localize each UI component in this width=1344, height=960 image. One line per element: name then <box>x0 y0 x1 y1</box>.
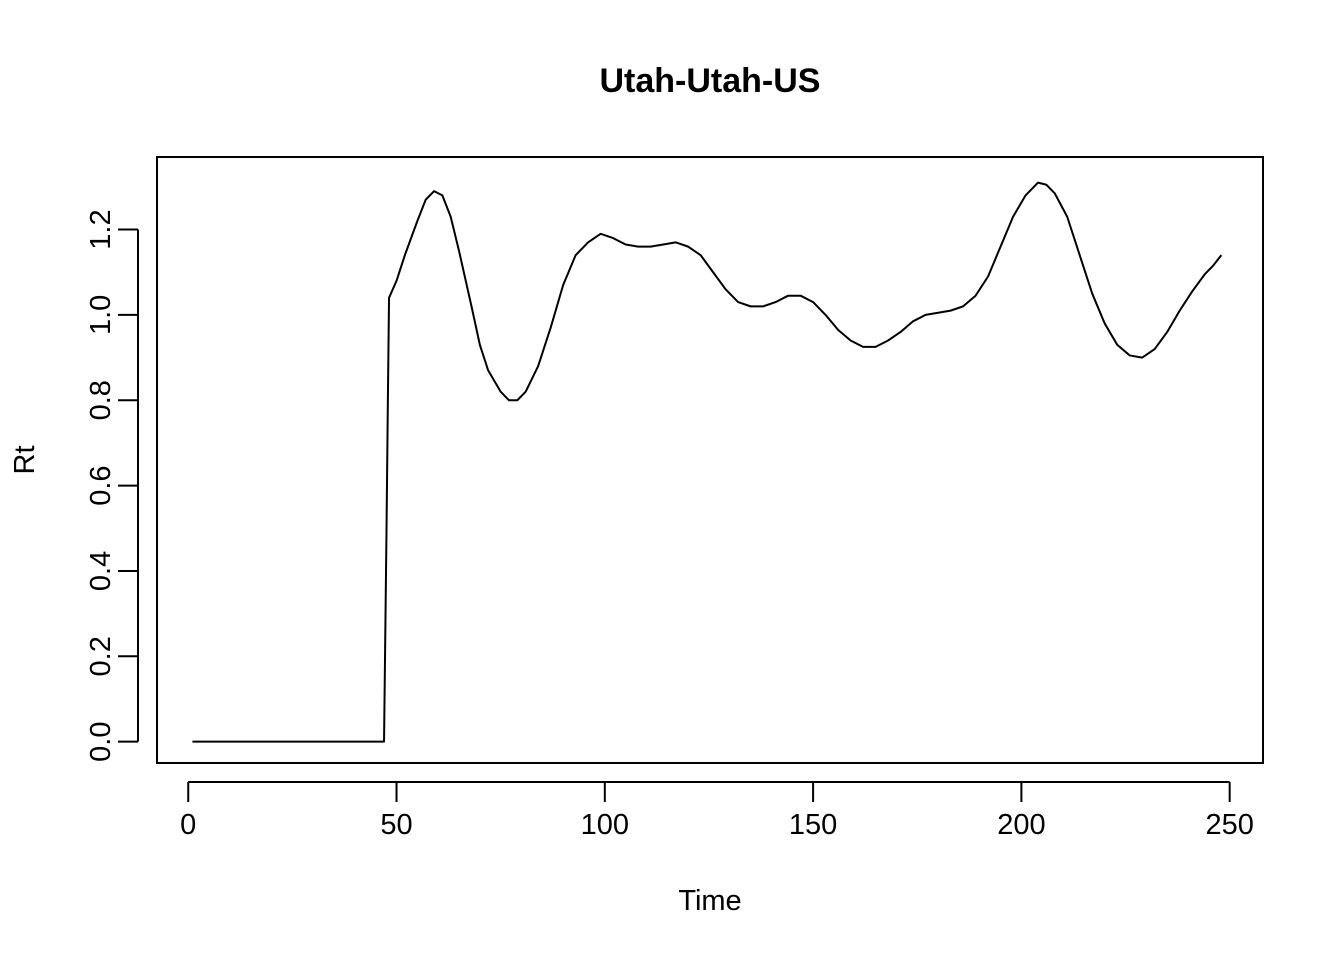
x-tick-label: 250 <box>1205 809 1253 841</box>
y-tick-label: 0.2 <box>85 636 117 676</box>
x-tick-label: 100 <box>581 809 629 841</box>
chart-title: Utah-Utah-US <box>600 62 821 100</box>
y-tick-label: 0.4 <box>85 551 117 591</box>
y-tick-label: 0.8 <box>85 380 117 420</box>
x-tick-label: 200 <box>997 809 1045 841</box>
x-axis: 0 50 100 150 200 250 <box>180 781 1254 841</box>
y-tick-label: 1.2 <box>85 209 117 249</box>
y-axis-label: Rt <box>9 446 41 475</box>
y-tick-label: 0.6 <box>85 465 117 505</box>
x-tick-label: 150 <box>789 809 837 841</box>
series-layer <box>192 181 1223 743</box>
plot-frame <box>156 156 1264 764</box>
y-tick-label: 0.0 <box>85 721 117 761</box>
x-tick-label: 50 <box>380 809 412 841</box>
series-line <box>192 181 1223 743</box>
x-tick-label: 0 <box>180 809 196 841</box>
y-axis: 0.0 0.2 0.4 0.6 0.8 1.0 1.2 <box>85 209 139 762</box>
x-axis-label: Time <box>678 885 741 917</box>
y-tick-label: 1.0 <box>85 295 117 335</box>
